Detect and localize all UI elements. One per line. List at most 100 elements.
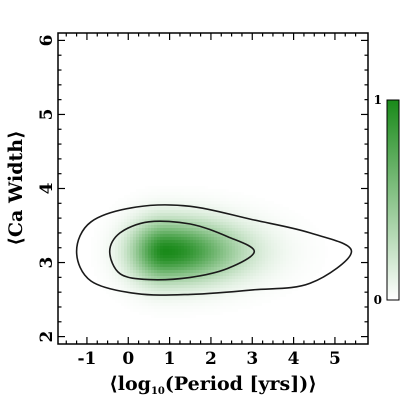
heatmap-cell bbox=[220, 309, 223, 312]
heatmap-cell bbox=[163, 258, 166, 261]
heatmap-cell bbox=[97, 264, 100, 267]
heatmap-cell bbox=[184, 312, 187, 315]
heatmap-cell bbox=[238, 270, 241, 273]
heatmap-cell bbox=[139, 258, 142, 261]
heatmap-cell bbox=[136, 309, 139, 312]
heatmap-cell bbox=[238, 231, 241, 234]
heatmap-cell bbox=[238, 213, 241, 216]
heatmap-cell bbox=[241, 288, 244, 291]
heatmap-cell bbox=[205, 276, 208, 279]
heatmap-cell bbox=[313, 234, 316, 237]
heatmap-cell bbox=[229, 210, 232, 213]
heatmap-cell bbox=[283, 276, 286, 279]
heatmap-cell bbox=[175, 273, 178, 276]
heatmap-cell bbox=[205, 198, 208, 201]
heatmap-cell bbox=[145, 234, 148, 237]
heatmap-cell bbox=[160, 273, 163, 276]
heatmap-cell bbox=[157, 267, 160, 270]
heatmap-cell bbox=[169, 291, 172, 294]
heatmap-cell bbox=[151, 306, 154, 309]
heatmap-cell bbox=[154, 186, 157, 189]
heatmap-cell bbox=[298, 276, 301, 279]
heatmap-cell bbox=[130, 300, 133, 303]
heatmap-cell bbox=[166, 249, 169, 252]
heatmap-cell bbox=[232, 210, 235, 213]
heatmap-cell bbox=[172, 192, 175, 195]
heatmap-cell bbox=[199, 204, 202, 207]
heatmap-cell bbox=[271, 294, 274, 297]
heatmap-cell bbox=[184, 207, 187, 210]
heatmap-cell bbox=[211, 189, 214, 192]
heatmap-cell bbox=[175, 234, 178, 237]
heatmap-cell bbox=[100, 255, 103, 258]
heatmap-cell bbox=[283, 255, 286, 258]
heatmap-cell bbox=[229, 297, 232, 300]
heatmap-cell bbox=[118, 225, 121, 228]
heatmap-cell bbox=[262, 255, 265, 258]
heatmap-cell bbox=[295, 237, 298, 240]
heatmap-cell bbox=[97, 276, 100, 279]
heatmap-cell bbox=[313, 252, 316, 255]
heatmap-cell bbox=[133, 288, 136, 291]
heatmap-cell bbox=[301, 255, 304, 258]
heatmap-cell bbox=[118, 255, 121, 258]
heatmap-cell bbox=[145, 255, 148, 258]
heatmap-cell bbox=[127, 201, 130, 204]
heatmap-cell bbox=[199, 312, 202, 315]
heatmap-cell bbox=[124, 300, 127, 303]
heatmap-cell bbox=[211, 219, 214, 222]
heatmap-cell bbox=[205, 255, 208, 258]
heatmap-cell bbox=[94, 270, 97, 273]
heatmap-cell bbox=[139, 243, 142, 246]
heatmap-cell bbox=[130, 258, 133, 261]
heatmap-cell bbox=[196, 222, 199, 225]
heatmap-cell bbox=[322, 243, 325, 246]
heatmap-cell bbox=[148, 237, 151, 240]
heatmap-cell bbox=[178, 258, 181, 261]
heatmap-cell bbox=[271, 216, 274, 219]
heatmap-cell bbox=[229, 231, 232, 234]
heatmap-cell bbox=[163, 246, 166, 249]
heatmap-cell bbox=[226, 294, 229, 297]
heatmap-cell bbox=[235, 270, 238, 273]
heatmap-cell bbox=[121, 255, 124, 258]
heatmap-cell bbox=[223, 198, 226, 201]
heatmap-cell bbox=[172, 297, 175, 300]
heatmap-cell bbox=[127, 213, 130, 216]
heatmap-cell bbox=[160, 291, 163, 294]
heatmap-cell bbox=[178, 276, 181, 279]
heatmap-cell bbox=[178, 189, 181, 192]
heatmap-cell bbox=[196, 237, 199, 240]
heatmap-cell bbox=[238, 258, 241, 261]
heatmap-cell bbox=[187, 282, 190, 285]
heatmap-cell bbox=[199, 195, 202, 198]
heatmap-cell bbox=[211, 282, 214, 285]
heatmap-cell bbox=[283, 243, 286, 246]
heatmap-cell bbox=[238, 228, 241, 231]
heatmap-cell bbox=[112, 204, 115, 207]
heatmap-cell bbox=[121, 258, 124, 261]
heatmap-cell bbox=[253, 225, 256, 228]
heatmap-cell bbox=[121, 198, 124, 201]
heatmap-cell bbox=[160, 297, 163, 300]
heatmap-cell bbox=[199, 252, 202, 255]
heatmap-cell bbox=[139, 252, 142, 255]
heatmap-cell bbox=[229, 285, 232, 288]
heatmap-cell bbox=[250, 270, 253, 273]
heatmap-cell bbox=[226, 219, 229, 222]
heatmap-cell bbox=[244, 303, 247, 306]
heatmap-cell bbox=[163, 198, 166, 201]
heatmap-cell bbox=[292, 234, 295, 237]
heatmap-cell bbox=[172, 315, 175, 318]
heatmap-cell bbox=[256, 198, 259, 201]
heatmap-cell bbox=[274, 237, 277, 240]
heatmap-cell bbox=[151, 249, 154, 252]
heatmap-cell bbox=[157, 306, 160, 309]
heatmap-cell bbox=[187, 225, 190, 228]
heatmap-cell bbox=[304, 252, 307, 255]
heatmap-cell bbox=[181, 252, 184, 255]
heatmap-cell bbox=[220, 204, 223, 207]
heatmap-cell bbox=[217, 276, 220, 279]
heatmap-cell bbox=[202, 222, 205, 225]
heatmap-cell bbox=[253, 237, 256, 240]
